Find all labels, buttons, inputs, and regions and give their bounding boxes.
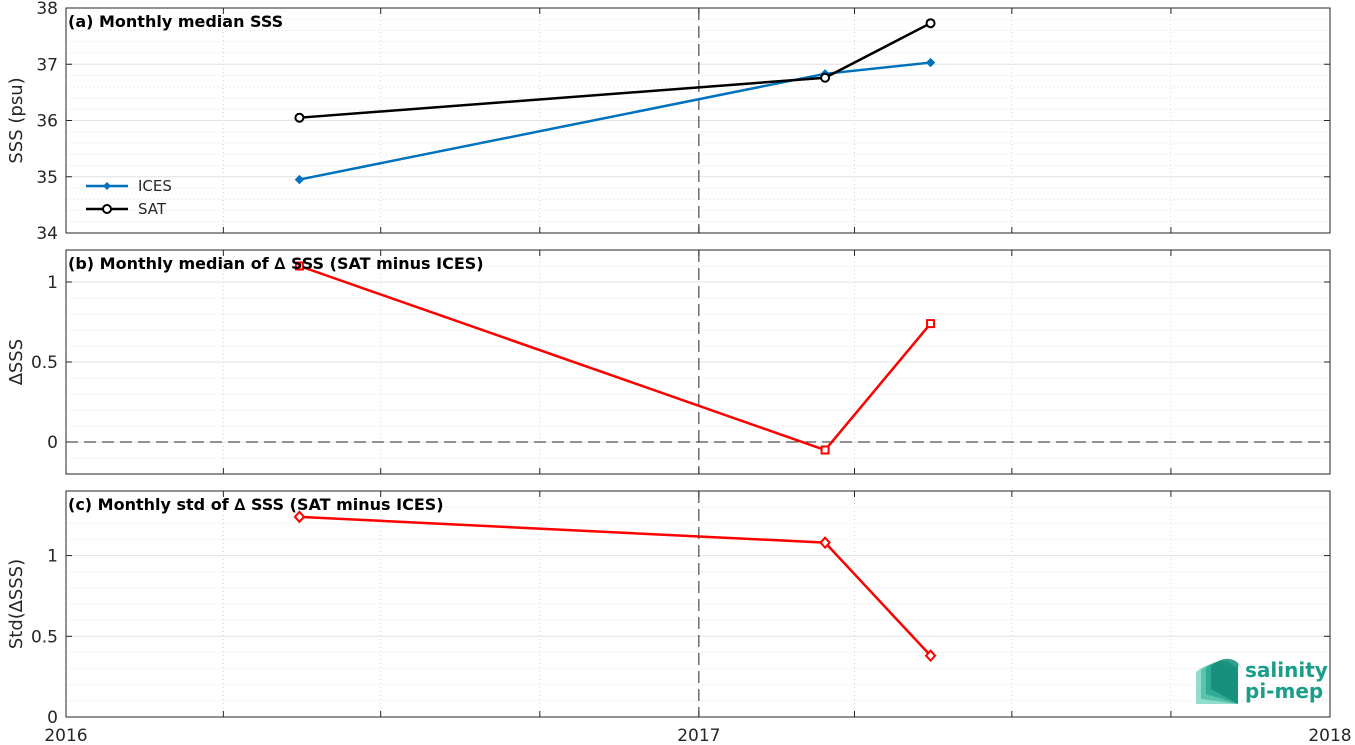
x-ticks <box>65 250 1331 474</box>
y-tick-label: 0.5 <box>31 627 58 647</box>
panel-title: (a) Monthly median SSS <box>68 12 283 31</box>
data-point <box>925 18 936 29</box>
y-tick-label: 0 <box>47 433 58 453</box>
x-tick-label: 2017 <box>677 726 720 745</box>
legend-label: SAT <box>138 200 167 218</box>
data-point <box>294 174 305 185</box>
y-axis-label: ∆SSS <box>6 339 27 386</box>
data-point <box>819 536 831 550</box>
data-point <box>294 112 305 123</box>
x-tick-label: 2018 <box>1308 726 1351 745</box>
logo-wave-icon <box>1196 658 1242 704</box>
x-ticks <box>65 8 1331 233</box>
panel-c: 0 0.5 1 2016 2017 2018 Std(∆SSS) (c) Monthly st… <box>6 490 1352 745</box>
y-tick-label: 37 <box>36 55 58 75</box>
y-tick-label: 34 <box>36 224 58 244</box>
data-point <box>925 57 936 68</box>
logo-wave-layer <box>1211 658 1242 704</box>
data-point <box>924 649 937 663</box>
data-point <box>820 72 831 83</box>
y-tick-label: 1 <box>47 273 58 293</box>
y-tick-label: 1 <box>47 547 58 567</box>
panel-b: 0 0.5 1 ∆SSS (b) Monthly median of ∆ SSS (SA… <box>6 249 1331 475</box>
data-point <box>294 261 304 271</box>
x-tick-label: 2016 <box>44 726 87 745</box>
series-sat <box>294 18 936 123</box>
panel-title: (b) Monthly median of ∆ SSS (SAT minus I… <box>68 254 484 273</box>
y-axis-label: Std(∆SSS) <box>6 559 27 649</box>
series-delta-c <box>293 510 937 663</box>
legend-marker <box>103 182 111 190</box>
data-point <box>293 510 306 524</box>
y-tick-label: 0 <box>47 708 58 728</box>
panel-a: 34 35 36 37 38 SSS (psu) (a) Monthly median SS… <box>6 0 1331 244</box>
legend-marker <box>102 204 112 214</box>
y-tick-label: 35 <box>36 168 58 188</box>
logo-text-salinity: salinity <box>1245 658 1328 682</box>
data-point <box>926 319 936 329</box>
axes-box <box>65 490 1331 718</box>
legend: ICES SAT <box>86 177 172 218</box>
panel-title: (c) Monthly std of ∆ SSS (SAT minus ICES… <box>68 495 444 514</box>
data-point <box>820 445 830 455</box>
y-tick-label: 36 <box>36 112 58 132</box>
y-tick-label: 0.5 <box>31 353 58 373</box>
y-axis-label: SSS (psu) <box>6 77 27 163</box>
x-ticks <box>65 491 1331 717</box>
logo-text-pi-mep: pi-mep <box>1245 679 1323 703</box>
y-tick-label: 38 <box>36 0 58 19</box>
legend-label: ICES <box>138 177 172 195</box>
series-delta-b <box>294 261 936 455</box>
